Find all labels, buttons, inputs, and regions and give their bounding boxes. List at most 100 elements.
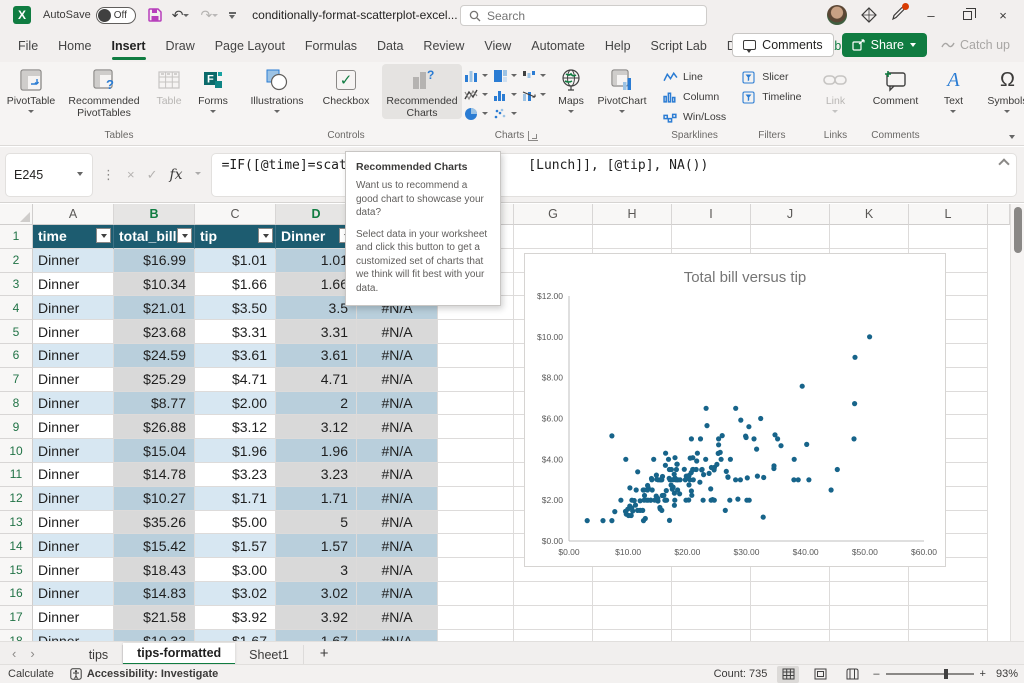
empty-cell[interactable]	[672, 225, 751, 249]
cell-B6[interactable]: $24.59	[114, 344, 195, 368]
zoom-in-icon[interactable]: +	[980, 668, 986, 680]
formula-input[interactable]: =IF([@time]=scatter[Lunch]], [@tip], NA(…	[212, 154, 1016, 196]
cell-G17[interactable]	[514, 606, 593, 630]
calculation-mode[interactable]: Calculate	[8, 668, 54, 680]
cell-F16[interactable]	[438, 582, 514, 606]
cell-C9[interactable]: $3.12	[195, 415, 276, 439]
insert-hierarchy-chart-button[interactable]	[493, 68, 518, 84]
cell-A14[interactable]: Dinner	[33, 534, 114, 558]
sparkline-column-button[interactable]: Column	[659, 88, 730, 106]
cell-K17[interactable]	[830, 606, 909, 630]
cell-D11[interactable]: 3.23	[276, 463, 357, 487]
save-icon[interactable]	[148, 8, 162, 22]
cell-E15[interactable]: #N/A	[357, 558, 438, 582]
cell-E16[interactable]: #N/A	[357, 582, 438, 606]
cell-C2[interactable]: $1.01	[195, 249, 276, 273]
cell-C18[interactable]: $1.67	[195, 630, 276, 641]
row-header-1[interactable]: 1	[0, 225, 33, 249]
cell-F17[interactable]	[438, 606, 514, 630]
menu-tab-home[interactable]: Home	[48, 33, 101, 59]
restore-button[interactable]	[956, 8, 978, 23]
cell-A4[interactable]: Dinner	[33, 296, 114, 320]
share-button[interactable]: Share	[842, 33, 927, 57]
cell-B8[interactable]: $8.77	[114, 392, 195, 416]
column-header-C[interactable]: C	[195, 204, 276, 225]
cell-C8[interactable]: $2.00	[195, 392, 276, 416]
cell-F13[interactable]	[438, 511, 514, 535]
cell-F10[interactable]	[438, 439, 514, 463]
redo-button[interactable]: ↷	[200, 7, 219, 24]
row-header-10[interactable]: 10	[0, 439, 33, 463]
cell-C13[interactable]: $5.00	[195, 511, 276, 535]
empty-cell[interactable]	[830, 225, 909, 249]
cell-E18[interactable]: #N/A	[357, 630, 438, 641]
cell-D13[interactable]: 5	[276, 511, 357, 535]
minimize-button[interactable]: –	[920, 8, 942, 23]
customize-qat-icon[interactable]	[229, 12, 236, 19]
cell-E5[interactable]: #N/A	[357, 320, 438, 344]
cell-K16[interactable]	[830, 582, 909, 606]
cell-E17[interactable]: #N/A	[357, 606, 438, 630]
cell-C11[interactable]: $3.23	[195, 463, 276, 487]
cell-E14[interactable]: #N/A	[357, 534, 438, 558]
cell-E7[interactable]: #N/A	[357, 368, 438, 392]
insert-scatter-chart-button[interactable]	[493, 106, 518, 122]
column-header-G[interactable]: G	[514, 204, 593, 225]
insert-function-icon[interactable]: fx	[170, 167, 183, 183]
header-cell-time[interactable]: time	[33, 225, 114, 249]
cell-B10[interactable]: $15.04	[114, 439, 195, 463]
cell-A17[interactable]: Dinner	[33, 606, 114, 630]
cell-D9[interactable]: 3.12	[276, 415, 357, 439]
filter-dropdown-icon[interactable]	[258, 228, 273, 243]
column-header-L[interactable]: L	[909, 204, 988, 225]
catch-up-button[interactable]: Catch up	[935, 38, 1016, 52]
header-cell-total_bill[interactable]: total_bill	[114, 225, 195, 249]
menu-tab-formulas[interactable]: Formulas	[295, 33, 367, 59]
recommended-charts-button[interactable]: ? Recommended Charts	[382, 64, 462, 119]
sheet-tab-tips-formatted[interactable]: tips-formatted	[123, 643, 235, 665]
cell-E12[interactable]: #N/A	[357, 487, 438, 511]
filter-slicer-button[interactable]: Slicer	[738, 68, 805, 86]
cell-B2[interactable]: $16.99	[114, 249, 195, 273]
menu-tab-review[interactable]: Review	[413, 33, 474, 59]
add-sheet-button[interactable]: +	[320, 645, 329, 662]
menu-tab-help[interactable]: Help	[595, 33, 641, 59]
cell-H17[interactable]	[593, 606, 672, 630]
charts-dialog-launcher-icon[interactable]	[528, 131, 538, 141]
cell-E13[interactable]: #N/A	[357, 511, 438, 535]
column-header-H[interactable]: H	[593, 204, 672, 225]
cell-F6[interactable]	[438, 344, 514, 368]
cell-A6[interactable]: Dinner	[33, 344, 114, 368]
cell-A9[interactable]: Dinner	[33, 415, 114, 439]
comment-button[interactable]: Comment	[865, 64, 925, 107]
cell-C16[interactable]: $3.02	[195, 582, 276, 606]
cell-J17[interactable]	[751, 606, 830, 630]
close-button[interactable]: ×	[992, 8, 1014, 23]
cell-I18[interactable]	[672, 630, 751, 641]
cell-E6[interactable]: #N/A	[357, 344, 438, 368]
row-header-16[interactable]: 16	[0, 582, 33, 606]
cell-I16[interactable]	[672, 582, 751, 606]
cell-B17[interactable]: $21.58	[114, 606, 195, 630]
worksheet-grid[interactable]: ABCDEFGHIJKL 123456789101112131415161718…	[0, 204, 1024, 641]
checkbox-button[interactable]: ✓ Checkbox	[318, 64, 374, 107]
cell-C10[interactable]: $1.96	[195, 439, 276, 463]
row-header-7[interactable]: 7	[0, 368, 33, 392]
menu-tab-automate[interactable]: Automate	[521, 33, 595, 59]
row-header-8[interactable]: 8	[0, 392, 33, 416]
pivotchart-button[interactable]: PivotChart	[593, 64, 651, 116]
cell-D15[interactable]: 3	[276, 558, 357, 582]
cell-B18[interactable]: $10.33	[114, 630, 195, 641]
cell-A12[interactable]: Dinner	[33, 487, 114, 511]
cell-B4[interactable]: $21.01	[114, 296, 195, 320]
menu-tab-file[interactable]: File	[8, 33, 48, 59]
cell-B12[interactable]: $10.27	[114, 487, 195, 511]
cell-H16[interactable]	[593, 582, 672, 606]
insert-column-chart-button[interactable]	[464, 68, 489, 84]
cell-L17[interactable]	[909, 606, 988, 630]
cell-A10[interactable]: Dinner	[33, 439, 114, 463]
symbols-button[interactable]: Ω Symbols	[981, 64, 1024, 116]
cell-B15[interactable]: $18.43	[114, 558, 195, 582]
menu-tab-data[interactable]: Data	[367, 33, 413, 59]
cell-F9[interactable]	[438, 415, 514, 439]
